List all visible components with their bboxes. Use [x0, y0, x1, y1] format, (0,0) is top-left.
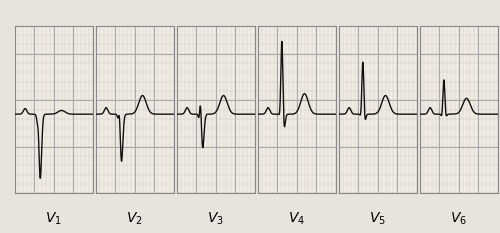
Text: $\mathit{V}_{6}$: $\mathit{V}_{6}$: [450, 210, 467, 226]
Text: $\mathit{V}_{2}$: $\mathit{V}_{2}$: [126, 210, 143, 226]
Text: $\mathit{V}_{5}$: $\mathit{V}_{5}$: [370, 210, 386, 226]
Text: $\mathit{V}_{4}$: $\mathit{V}_{4}$: [288, 210, 306, 226]
Text: $\mathit{V}_{1}$: $\mathit{V}_{1}$: [46, 210, 62, 226]
Text: $\mathit{V}_{3}$: $\mathit{V}_{3}$: [208, 210, 224, 226]
